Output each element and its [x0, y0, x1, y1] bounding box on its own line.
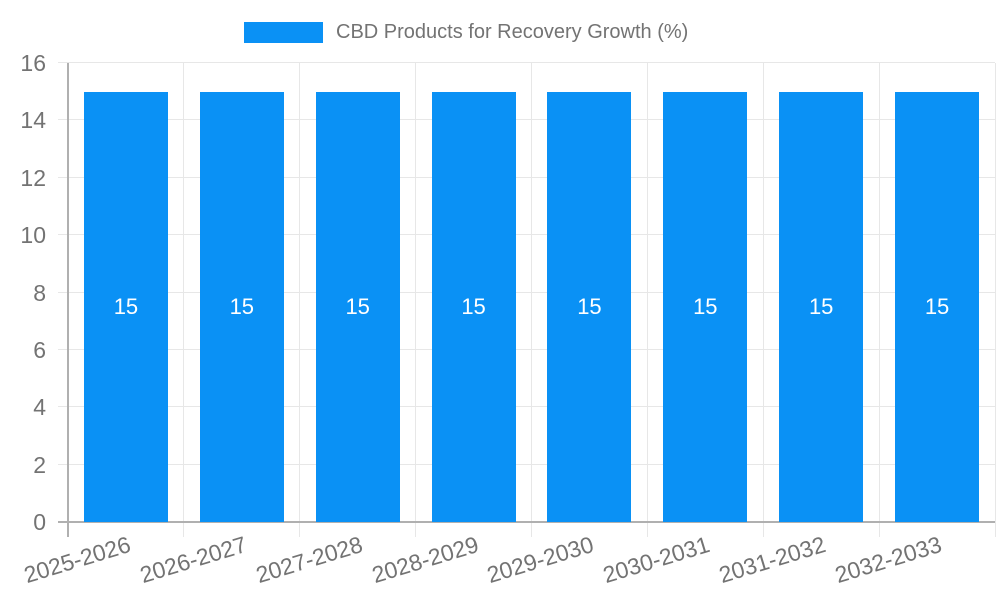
legend-label: CBD Products for Recovery Growth (%)	[336, 21, 689, 43]
y-tick-label: 4	[33, 394, 46, 421]
v-gridline	[299, 63, 301, 537]
bar-value-label: 15	[461, 293, 486, 319]
v-gridline	[531, 63, 532, 537]
h-gridline	[58, 62, 995, 63]
v-gridline	[183, 63, 185, 537]
v-gridline	[646, 63, 648, 537]
x-axis-line	[58, 521, 995, 523]
h-gridline	[58, 291, 995, 293]
plot-area: 0 2 4 6 8 10 12 14 16 15 2025-2026 15 2026-2027 15 202…	[20, 50, 996, 588]
bar: 15	[663, 91, 748, 522]
h-gridline	[58, 348, 995, 350]
bar-value-label: 15	[229, 293, 255, 319]
x-tick-label: 2032-2033	[831, 531, 945, 589]
y-tick-label: 2	[33, 451, 46, 478]
y-tick-label: 0	[33, 509, 46, 535]
bar-value-label: 15	[693, 293, 718, 319]
v-gridline	[994, 63, 996, 537]
bar-value-label: 15	[577, 293, 602, 319]
y-tick-label: 16	[20, 50, 46, 76]
legend-item[interactable]: CBD Products for Recovery Growth (%)	[244, 20, 688, 45]
y-tick-label: 12	[20, 164, 46, 191]
legend-swatch	[244, 22, 323, 43]
y-tick-label: 10	[20, 222, 46, 249]
bar-value-label: 15	[345, 293, 370, 319]
h-gridline	[58, 234, 995, 236]
h-gridline	[58, 463, 995, 465]
bar: 15	[315, 91, 400, 522]
bar: 15	[431, 91, 516, 522]
bar-value-label: 15	[113, 293, 139, 319]
bar: 15	[779, 91, 864, 522]
bar: 15	[83, 91, 168, 522]
x-tick-label-anchor: 2032-2033	[737, 531, 945, 588]
bar-value-label: 15	[808, 293, 834, 319]
v-gridline	[762, 63, 764, 537]
h-gridline	[58, 176, 995, 178]
bar: 15	[199, 91, 284, 522]
y-tick-label: 14	[20, 107, 46, 134]
bar-value-label: 15	[924, 293, 950, 319]
v-gridline	[415, 63, 417, 537]
y-axis-line	[67, 63, 69, 537]
h-gridline	[58, 119, 995, 121]
bar: 15	[547, 91, 632, 522]
y-tick-label: 8	[33, 279, 46, 306]
bar: 15	[895, 91, 980, 522]
y-tick-label: 6	[33, 336, 46, 363]
h-gridline	[58, 406, 995, 408]
v-gridline	[878, 63, 880, 537]
